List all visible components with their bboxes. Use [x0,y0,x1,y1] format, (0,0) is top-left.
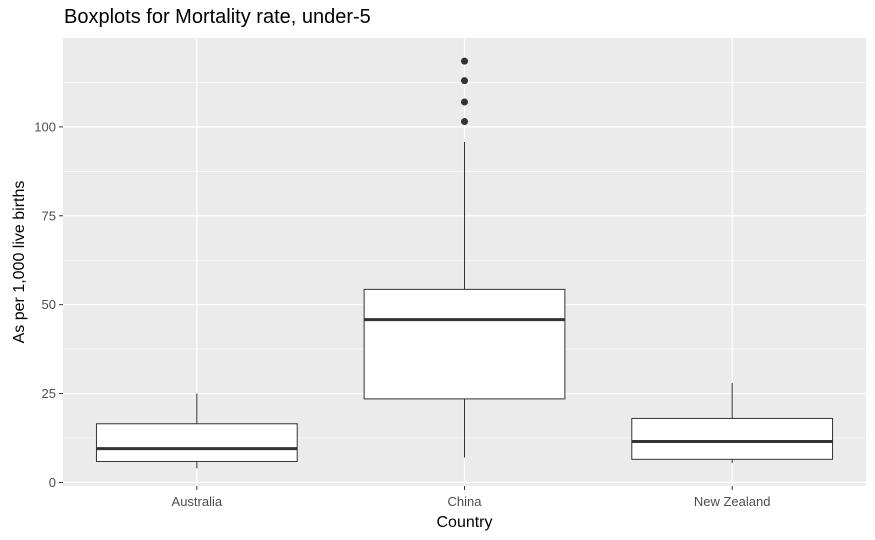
iqr-box [631,417,834,460]
iqr-box [95,423,298,462]
x-axis-ticks: Australia China New Zealand [172,486,771,509]
x-tick-label: New Zealand [694,494,771,509]
box-china [363,57,566,458]
iqr-box [363,288,566,400]
outlier-point [461,57,468,65]
outlier-point [461,98,468,106]
outlier-point [461,77,468,85]
y-axis-ticks: 0 25 50 75 100 [34,119,63,490]
y-tick-label: 25 [42,386,56,401]
y-tick-label: 0 [49,475,56,490]
y-axis-title: As per 1,000 live births [11,181,28,344]
outlier-point [461,118,468,126]
box-layer [95,57,834,469]
y-tick-label: 75 [42,208,56,223]
chart-title: Boxplots for Mortality rate, under-5 [64,6,371,28]
y-tick-label: 50 [42,297,56,312]
box-new-zealand [631,382,834,463]
box-australia [95,393,298,469]
x-tick-label: Australia [172,494,223,509]
y-tick-label: 100 [34,119,56,134]
x-tick-label: China [448,494,483,509]
x-axis-title: Country [436,514,492,531]
